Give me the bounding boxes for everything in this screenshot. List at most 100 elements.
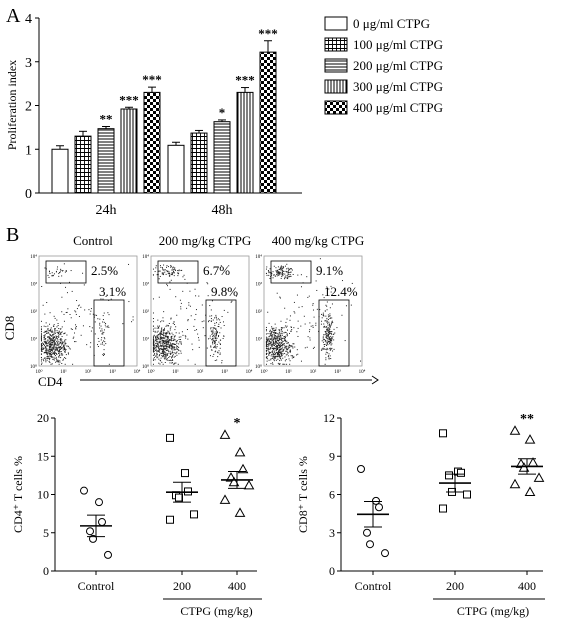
cd4-percentage: 9.8% — [211, 284, 238, 299]
flow-x-tick-label: 10³ — [109, 369, 116, 375]
data-point — [234, 507, 246, 517]
significance-label: *** — [142, 72, 162, 87]
bar-y-tick-label: 2 — [25, 100, 32, 115]
cd8-percentage: 9.1% — [316, 263, 343, 278]
data-point — [375, 503, 383, 512]
scatter-y-tick-label: 0 — [329, 564, 335, 578]
cd8-percentage: 2.5% — [91, 263, 118, 278]
data-point — [524, 434, 536, 444]
data-point — [190, 510, 198, 519]
bar-y-tick-label: 4 — [25, 12, 32, 27]
bar — [143, 91, 161, 194]
flow-x-tick-label: 10³ — [334, 369, 341, 375]
data-point — [457, 468, 465, 477]
cd8-gate — [157, 260, 199, 284]
data-point — [243, 479, 255, 490]
flow-x-tick-label: 10² — [310, 369, 317, 375]
flow-x-tick-label: 10⁰ — [147, 369, 154, 375]
data-point — [181, 469, 189, 478]
flow-y-tick-label: 10⁴ — [255, 254, 262, 260]
scatter-x-tick-label: 200 — [446, 579, 464, 593]
cd4-gate — [205, 299, 237, 367]
data-point — [166, 433, 174, 442]
cd8-scatter-plot: 0 3 6 9 12 CD8⁺ T cells % Control 200 400 ** CTPG … — [296, 411, 545, 618]
flow-plot-frame — [38, 255, 138, 367]
panel-a-label: A — [6, 5, 21, 27]
bar-legend: 0 μg/ml CTPG 100 μg/ml CTPG 200 μg/ml CTPG… — [324, 16, 443, 115]
data-point — [463, 490, 471, 499]
scatter-x-tick-label: 400 — [228, 579, 246, 593]
data-point — [509, 425, 521, 435]
flow-y-tick-label: 10³ — [31, 282, 38, 288]
arrow-head-icon — [371, 375, 379, 385]
scatter-y-tick-label: 6 — [329, 488, 335, 502]
flow-x-tick-label: 10⁴ — [246, 369, 253, 375]
data-point — [439, 504, 447, 513]
flow-y-tick-label: 10³ — [256, 282, 263, 288]
legend-swatch — [324, 58, 348, 73]
flow-x-tick-label: 10¹ — [60, 369, 67, 375]
flow-y-tick-label: 10⁴ — [142, 254, 149, 260]
flow-x-tick-label: 10⁴ — [134, 369, 141, 375]
bar-y-tick-label: 3 — [25, 56, 32, 71]
cd4-percentage: 3.1% — [99, 284, 126, 299]
flow-event-dots — [265, 258, 362, 365]
data-point — [228, 476, 240, 487]
cd8-gate — [270, 260, 312, 284]
flow-y-tick-label: 10² — [31, 309, 38, 315]
flow-event-dots — [40, 263, 134, 365]
data-point — [98, 518, 106, 527]
data-point — [175, 493, 183, 502]
bar — [213, 121, 231, 194]
bar-category-label: 24h — [96, 203, 117, 218]
flow-y-tick-label: 10¹ — [31, 337, 38, 343]
data-point — [527, 457, 539, 467]
cd4-gate — [93, 299, 125, 367]
bar — [259, 51, 277, 194]
data-point — [366, 540, 374, 549]
flow-event-dots — [152, 264, 237, 365]
scatter-y-tick-label: 15 — [37, 449, 49, 463]
legend-label: 100 μg/ml CTPG — [353, 37, 443, 52]
flow-y-axis-label: CD8 — [2, 316, 17, 341]
data-point — [237, 463, 249, 474]
flow-plot-frame — [263, 255, 363, 367]
flow-panel-title: 200 mg/kg CTPG — [159, 233, 251, 248]
legend-label: 200 μg/ml CTPG — [353, 58, 443, 73]
bar — [167, 144, 185, 194]
data-point — [445, 471, 453, 480]
flow-y-tick-label: 10⁰ — [142, 364, 149, 370]
flow-x-axis-label: CD4 — [38, 374, 63, 389]
scatter-y-tick-label: 20 — [37, 411, 49, 425]
flow-x-tick-label: 10⁰ — [35, 369, 42, 375]
legend-label: 0 μg/ml CTPG — [353, 16, 430, 31]
cd4-scatter-plot: 0 5 10 15 20 CD4⁺ T cells % Control 200 400 * CTPG… — [11, 411, 262, 618]
legend-label: 300 μg/ml CTPG — [353, 79, 443, 94]
legend-swatch — [324, 16, 348, 31]
significance-label: *** — [235, 73, 255, 88]
legend-swatch — [324, 100, 348, 115]
data-point — [439, 429, 447, 438]
group-label: CTPG (mg/kg) — [457, 604, 529, 618]
flow-x-tick-label: 10¹ — [172, 369, 179, 375]
group-label: CTPG (mg/kg) — [180, 604, 252, 618]
data-point — [381, 549, 389, 558]
flow-y-tick-label: 10² — [143, 309, 150, 315]
data-point — [533, 472, 545, 482]
data-point — [104, 550, 112, 559]
flow-y-tick-label: 10⁰ — [30, 364, 37, 370]
bar — [97, 128, 115, 194]
flow-plot-frame — [150, 255, 250, 367]
panel-b-label: B — [6, 224, 19, 246]
bar — [120, 108, 138, 194]
cd4-percentage: 12.4% — [324, 284, 358, 299]
flow-x-tick-label: 10¹ — [285, 369, 292, 375]
flow-y-tick-label: 10⁰ — [255, 364, 262, 370]
scatter-x-tick-label: 400 — [518, 579, 536, 593]
cd4-gate — [318, 299, 350, 367]
significance-label: ** — [520, 412, 534, 427]
significance-label: * — [234, 416, 241, 431]
bar — [74, 135, 92, 194]
data-point — [95, 498, 103, 507]
